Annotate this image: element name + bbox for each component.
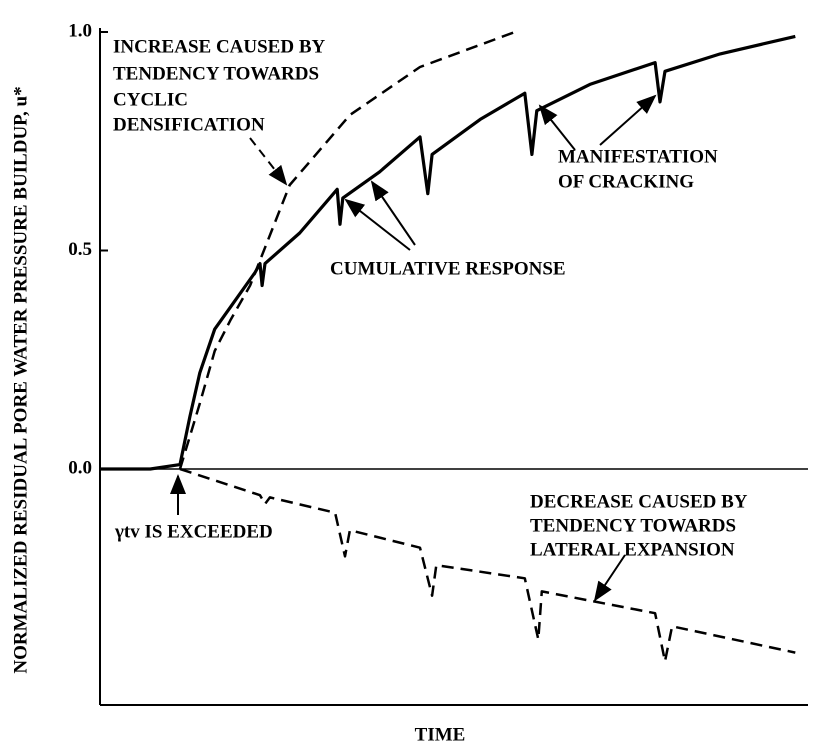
y-tick-label: 1.0 [68,20,92,41]
y-tick-label: 0.5 [68,239,92,260]
annotation: LATERAL EXPANSION [530,539,735,560]
annotation: INCREASE CAUSED BY [113,36,325,57]
annotation: CYCLIC [113,89,188,110]
annotation-arrow [344,198,411,251]
annotation-arrow [249,137,288,186]
annotation: TENDENCY TOWARDS [113,63,319,84]
annotation: OF CRACKING [558,171,694,192]
y-axis-label: NORMALIZED RESIDUAL PORE WATER PRESSURE … [10,86,31,673]
annotation-arrow [593,554,626,602]
series-line [100,34,796,471]
y-tick-label: 0.0 [68,457,92,478]
annotation: TENDENCY TOWARDS [530,515,736,536]
annotation: MANIFESTATION [558,146,718,167]
annotation-arrow [370,180,416,246]
series-line [179,467,796,663]
annotation: DENSIFICATION [113,114,265,135]
annotation: γtv IS EXCEEDED [114,521,273,542]
annotation: CUMULATIVE RESPONSE [330,258,566,279]
x-axis-label: TIME [415,724,466,745]
annotation-arrow [599,94,657,146]
annotation: DECREASE CAUSED BY [530,491,748,512]
annotation-arrow [538,104,576,151]
series-line [178,30,516,470]
